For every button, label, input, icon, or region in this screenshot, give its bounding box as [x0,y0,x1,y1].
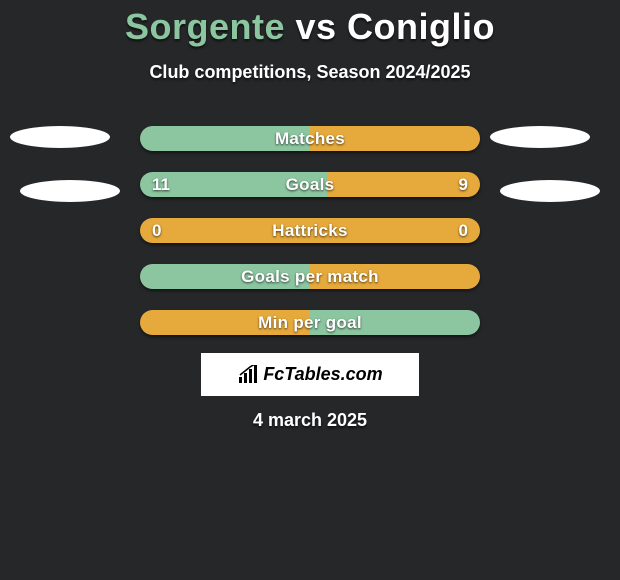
stat-pill-goals: Goals11 9 [140,172,480,197]
title-vs: vs [285,6,347,47]
side-ellipse-right-3 [500,180,600,202]
brand-text: FcTables.com [263,364,382,385]
stat-left-value: 0 [152,218,161,243]
stat-label: Goals [140,172,480,197]
subtitle: Club competitions, Season 2024/2025 [0,62,620,83]
title-player1: Sorgente [125,6,285,47]
stat-label: Matches [140,126,480,151]
page-title: Sorgente vs Coniglio [0,6,620,48]
stat-pill-goals-per-match: Goals per match [140,264,480,289]
stat-label: Goals per match [140,264,480,289]
stat-right-value: 0 [459,218,468,243]
stat-pill-matches: Matches [140,126,480,151]
stat-pill-hattricks: Hattricks0 0 [140,218,480,243]
stat-pill-min-per-goal: Min per goal [140,310,480,335]
side-ellipse-left-0 [10,126,110,148]
side-ellipse-left-1 [20,180,120,202]
stat-label: Min per goal [140,310,480,335]
stat-left-value: 11 [152,172,170,197]
date: 4 march 2025 [0,410,620,431]
side-ellipse-right-2 [490,126,590,148]
title-player2: Coniglio [347,6,495,47]
stat-right-value: 9 [459,172,468,197]
chart-icon [237,365,259,385]
stat-label: Hattricks [140,218,480,243]
brand-box: FcTables.com [201,353,419,396]
